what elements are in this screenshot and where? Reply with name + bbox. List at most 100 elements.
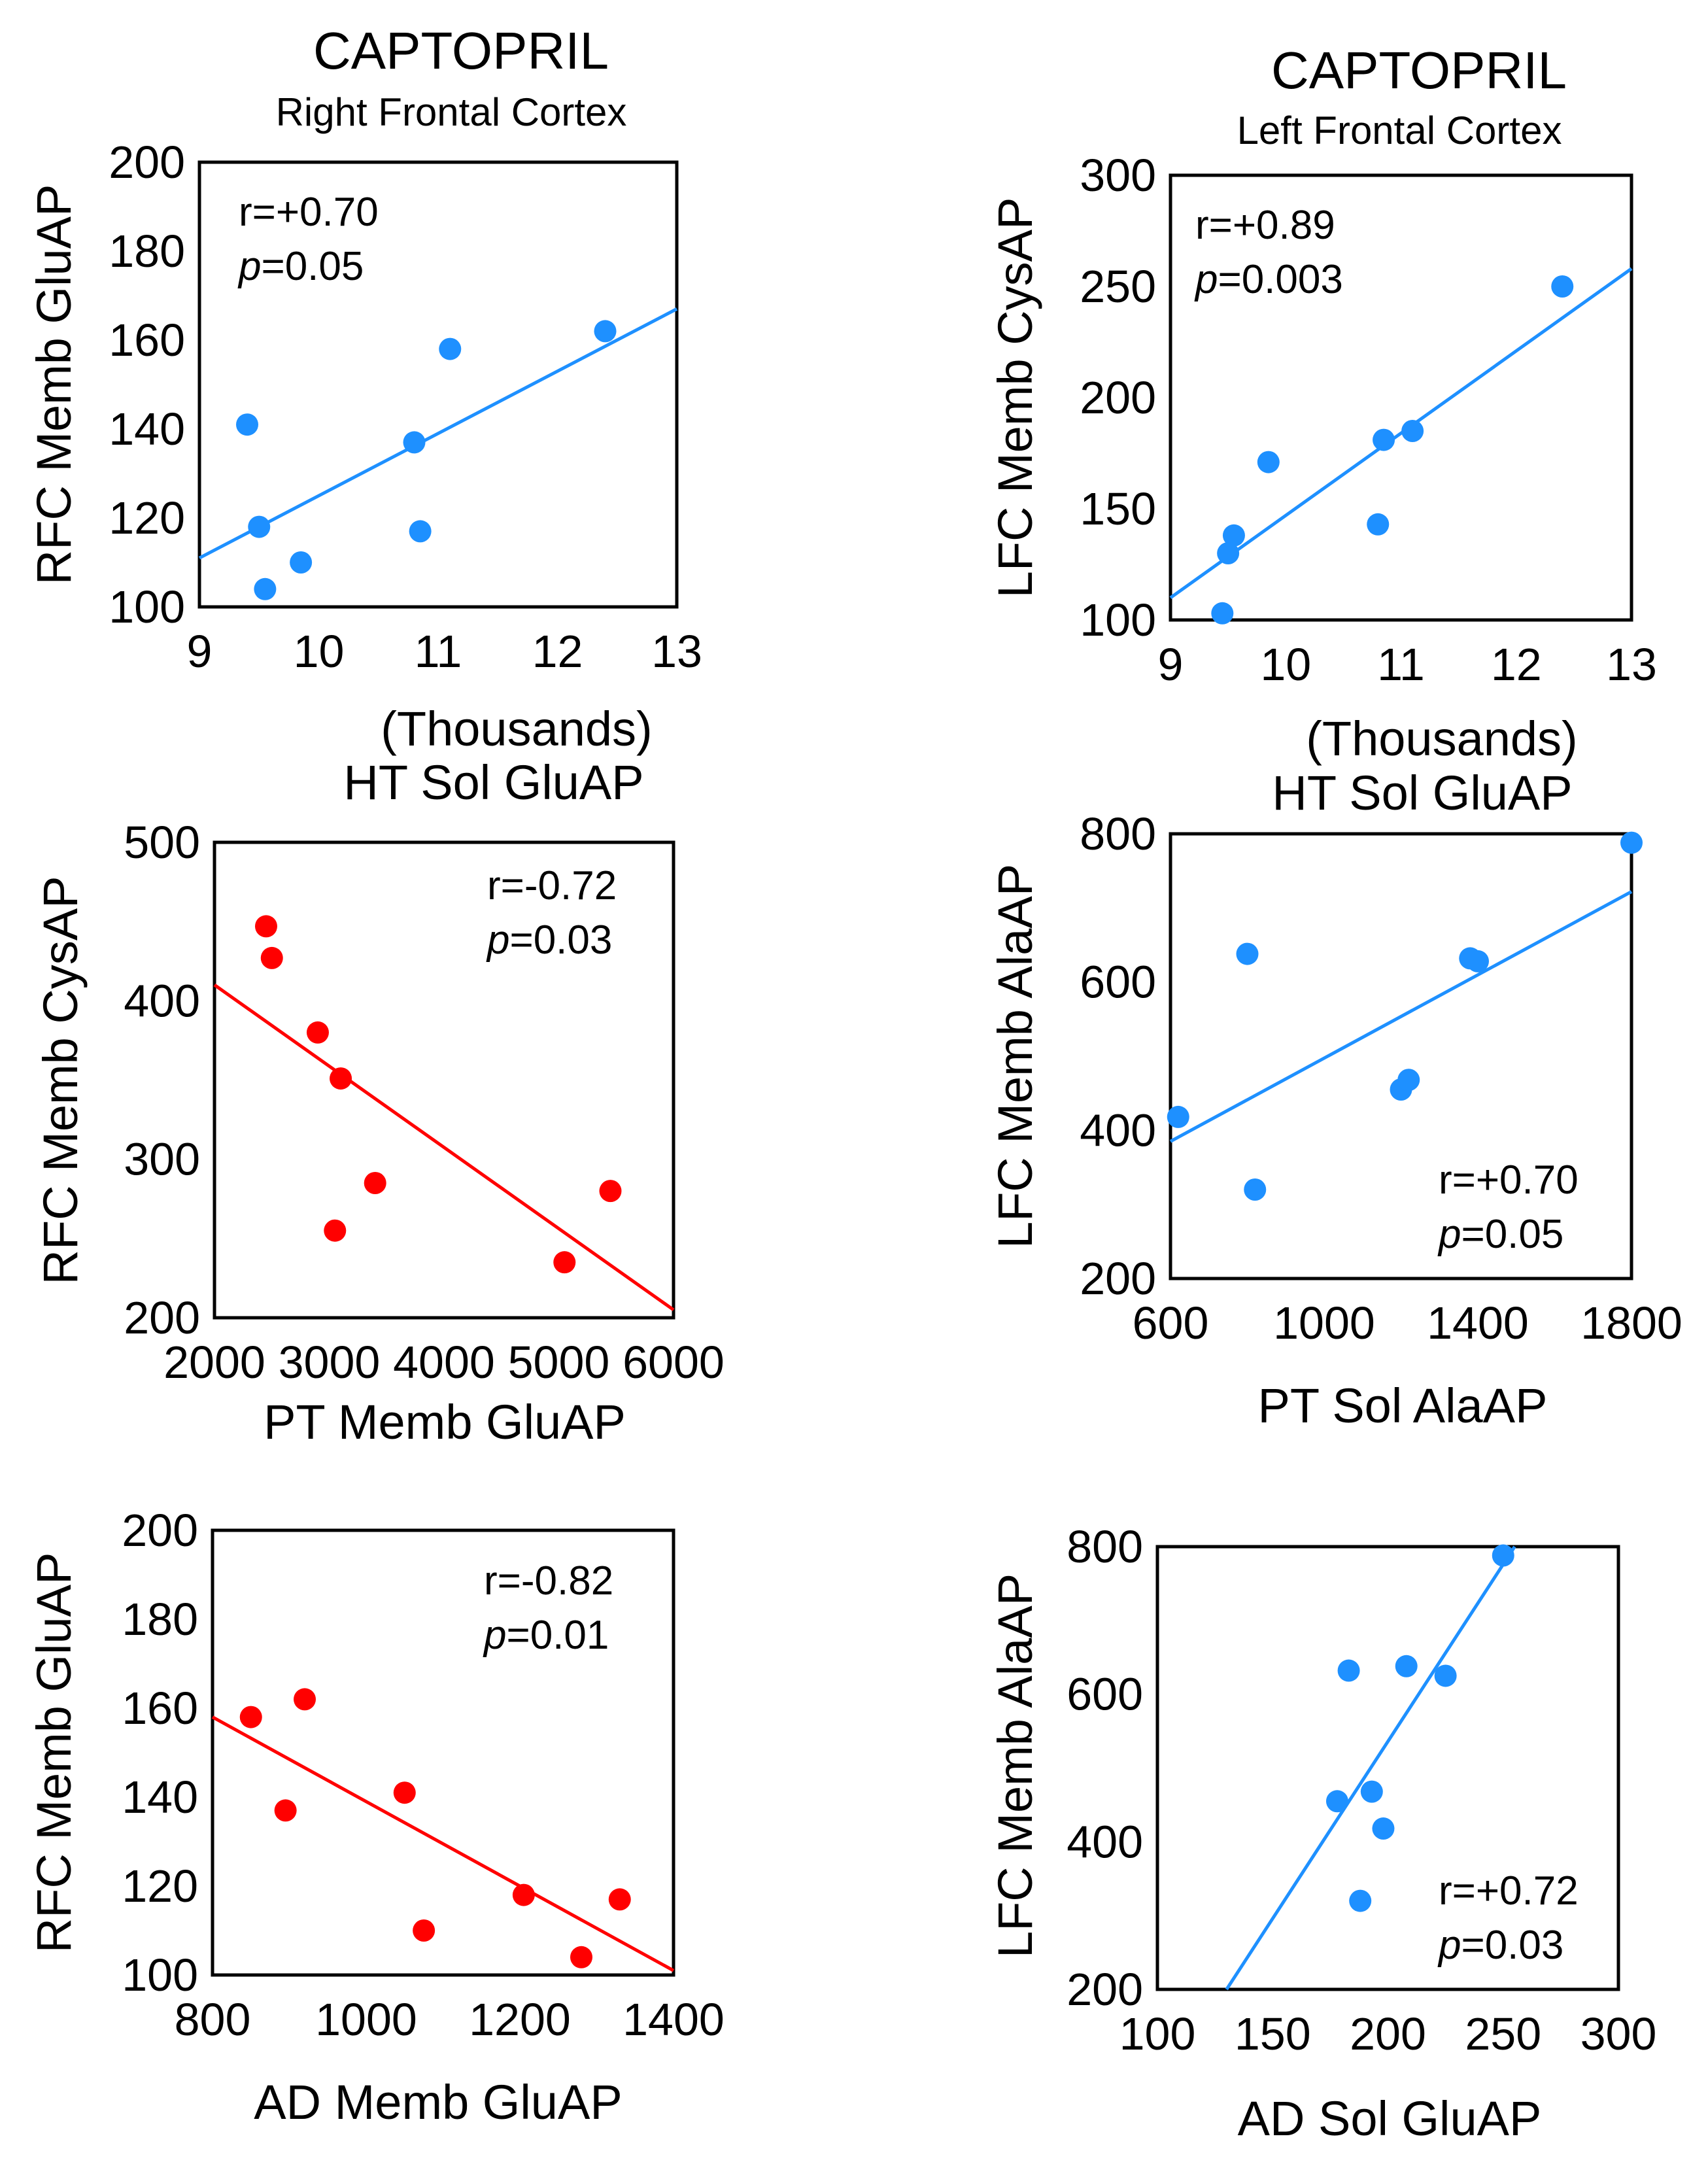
y-tick-label: 200 bbox=[124, 1292, 200, 1343]
x-tick-label: 100 bbox=[1119, 2008, 1196, 2059]
p-annotation: p=0.003 bbox=[1194, 257, 1343, 302]
data-point bbox=[1467, 950, 1489, 972]
y-tick-label: 300 bbox=[124, 1134, 200, 1185]
x-axis-unit: (Thousands) bbox=[1306, 712, 1577, 766]
x-axis-label: AD Memb GluAP bbox=[254, 2075, 622, 2129]
y-tick-label: 100 bbox=[122, 1949, 198, 2001]
data-point bbox=[1217, 542, 1240, 564]
y-tick-label: 800 bbox=[1067, 1521, 1143, 1572]
data-point bbox=[1244, 1178, 1267, 1201]
data-point bbox=[1349, 1889, 1372, 1912]
x-tick-label: 3000 bbox=[279, 1337, 381, 1388]
y-tick-label: 200 bbox=[1067, 1964, 1143, 2015]
y-tick-label: 600 bbox=[1080, 957, 1156, 1008]
p-annotation: p=0.05 bbox=[237, 244, 364, 289]
plot-area: r=+0.72 p=0.03 200 400 600 800 100 150 200 250 3… bbox=[1067, 1521, 1656, 2059]
p-annotation: p=0.03 bbox=[1437, 1923, 1563, 1968]
plot-frame bbox=[1169, 173, 1633, 622]
y-tick-label: 180 bbox=[109, 226, 185, 277]
data-point bbox=[512, 1883, 535, 1906]
data-point bbox=[1167, 1105, 1189, 1128]
x-axis-unit: (Thousands) bbox=[381, 702, 652, 756]
y-tick-label: 400 bbox=[124, 975, 200, 1026]
x-tick-label: 1400 bbox=[623, 1994, 725, 2045]
data-point bbox=[1222, 524, 1245, 547]
y-tick-label: 120 bbox=[122, 1861, 198, 1912]
fit-line bbox=[213, 984, 675, 1311]
x-tick-label: 12 bbox=[1491, 639, 1542, 690]
r-annotation: r=+0.72 bbox=[1439, 1868, 1579, 1914]
y-tick-label: 200 bbox=[122, 1505, 198, 1556]
data-point bbox=[1372, 1817, 1395, 1840]
fit-line bbox=[1169, 890, 1633, 1143]
data-point bbox=[570, 1946, 592, 1968]
y-axis-label: LFC Memb AlaAP bbox=[988, 864, 1042, 1248]
chart-rfc-glu-vs-ad: r=-0.82 p=0.01 100 120 140 160 180 200 800 1000… bbox=[27, 1505, 725, 2129]
y-tick-label: 200 bbox=[1080, 372, 1156, 423]
data-point bbox=[594, 320, 617, 343]
chart-rfc-cys-vs-pt: r=-0.72 p=0.03 200 300 400 500 2000 3000 4000 5… bbox=[33, 817, 725, 1449]
data-point bbox=[1620, 831, 1643, 854]
x-tick-label: 200 bbox=[1350, 2008, 1426, 2059]
data-point bbox=[403, 431, 426, 454]
data-point bbox=[1395, 1655, 1418, 1677]
data-point bbox=[413, 1919, 436, 1942]
x-axis-label: HT Sol GluAP bbox=[1272, 766, 1572, 820]
chart-rfc-glu-vs-ht: CAPTOPRIL Right Frontal Cortex r=+0.70 p… bbox=[27, 22, 702, 810]
y-tick-label: 500 bbox=[124, 817, 200, 868]
y-tick-label: 300 bbox=[1080, 150, 1156, 201]
plot-area: r=-0.72 p=0.03 200 300 400 500 2000 3000 4000 5… bbox=[124, 817, 725, 1388]
y-tick-label: 180 bbox=[122, 1594, 198, 1645]
plot-frame bbox=[197, 160, 679, 609]
data-point bbox=[239, 1706, 262, 1728]
fit-line bbox=[1225, 1545, 1516, 1991]
r-annotation: r=+0.70 bbox=[239, 190, 379, 235]
x-tick-label: 9 bbox=[187, 626, 213, 677]
y-tick-label: 160 bbox=[122, 1683, 198, 1734]
data-point bbox=[393, 1781, 416, 1804]
plot-frame bbox=[1169, 832, 1633, 1280]
y-tick-label: 200 bbox=[1080, 1253, 1156, 1304]
chart-lfc-ala-vs-pt: r=+0.70 p=0.05 200 400 600 800 600 1000 1400 18… bbox=[988, 808, 1682, 1433]
fit-line bbox=[1169, 267, 1633, 600]
x-tick-label: 10 bbox=[1260, 639, 1311, 690]
data-point bbox=[1325, 1790, 1348, 1813]
y-tick-label: 100 bbox=[1080, 594, 1156, 645]
data-point bbox=[1401, 420, 1424, 442]
plot-area: r=+0.70 p=0.05 100 120 140 160 180 200 9 10 11 12… bbox=[109, 137, 702, 677]
y-tick-label: 400 bbox=[1080, 1105, 1156, 1156]
r-annotation: r=+0.89 bbox=[1195, 203, 1335, 248]
x-axis-label: PT Memb GluAP bbox=[264, 1395, 626, 1449]
x-tick-label: 1000 bbox=[1273, 1297, 1375, 1348]
chart-subtitle: Left Frontal Cortex bbox=[1237, 109, 1562, 152]
x-tick-label: 11 bbox=[415, 626, 462, 677]
p-annotation: p=0.05 bbox=[1437, 1212, 1563, 1257]
plot-frame bbox=[211, 1528, 675, 1977]
data-point bbox=[248, 515, 271, 538]
data-point bbox=[254, 915, 277, 938]
data-point bbox=[1492, 1544, 1514, 1567]
y-tick-label: 400 bbox=[1067, 1816, 1143, 1867]
data-point bbox=[364, 1172, 386, 1195]
chart-lfc-ala-vs-ad: r=+0.72 p=0.03 200 400 600 800 100 150 200 250 3… bbox=[988, 1521, 1656, 2146]
data-point bbox=[324, 1219, 347, 1242]
chart-title: CAPTOPRIL bbox=[1271, 41, 1567, 99]
data-point bbox=[1236, 942, 1259, 965]
x-tick-label: 9 bbox=[1158, 639, 1184, 690]
y-tick-label: 150 bbox=[1080, 483, 1156, 534]
y-tick-label: 800 bbox=[1080, 808, 1156, 859]
x-axis-label: HT Sol GluAP bbox=[343, 755, 643, 810]
y-tick-label: 140 bbox=[109, 404, 185, 455]
data-point bbox=[1360, 1780, 1383, 1803]
y-tick-label: 600 bbox=[1067, 1669, 1143, 1720]
x-tick-label: 1000 bbox=[315, 1994, 417, 2045]
plot-area: r=+0.89 p=0.003 100 150 200 250 300 9 10 11 12 13 bbox=[1080, 150, 1657, 690]
plot-area: r=+0.70 p=0.05 200 400 600 800 600 1000 1400 18… bbox=[1080, 808, 1682, 1348]
y-axis-label: LFC Memb CysAP bbox=[988, 197, 1042, 598]
data-point bbox=[409, 520, 432, 543]
fit-line bbox=[198, 307, 678, 560]
data-point bbox=[236, 413, 258, 436]
y-tick-label: 120 bbox=[109, 492, 185, 543]
x-tick-label: 2000 bbox=[163, 1337, 265, 1388]
